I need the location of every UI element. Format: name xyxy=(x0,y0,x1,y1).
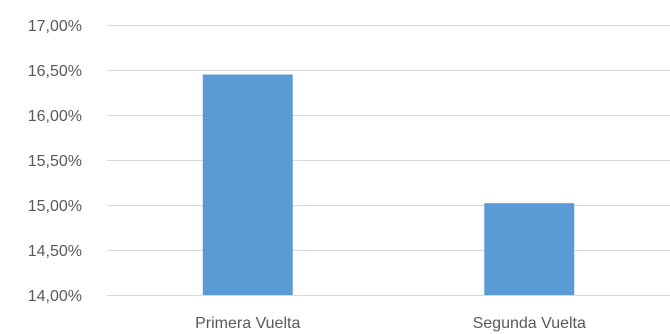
x-category-labels: Primera Vuelta Segunda Vuelta xyxy=(195,315,586,332)
y-tick-label: 14,50% xyxy=(28,243,82,260)
y-tick-label: 16,50% xyxy=(28,63,82,80)
x-category-label: Segunda Vuelta xyxy=(473,315,586,332)
y-tick-labels: 14,00% 14,50% 15,00% 15,50% 16,00% 16,50% 17,0… xyxy=(28,18,82,305)
y-tick-label: 15,50% xyxy=(28,153,82,170)
y-tick-label: 14,00% xyxy=(28,288,82,305)
y-tick-label: 17,00% xyxy=(28,18,82,35)
bars xyxy=(202,74,575,295)
y-tick-label: 16,00% xyxy=(28,108,82,125)
x-category-label: Primera Vuelta xyxy=(195,315,300,332)
bar xyxy=(484,203,575,295)
y-tick-label: 15,00% xyxy=(28,198,82,215)
gridlines xyxy=(107,25,670,251)
bar xyxy=(202,74,293,295)
